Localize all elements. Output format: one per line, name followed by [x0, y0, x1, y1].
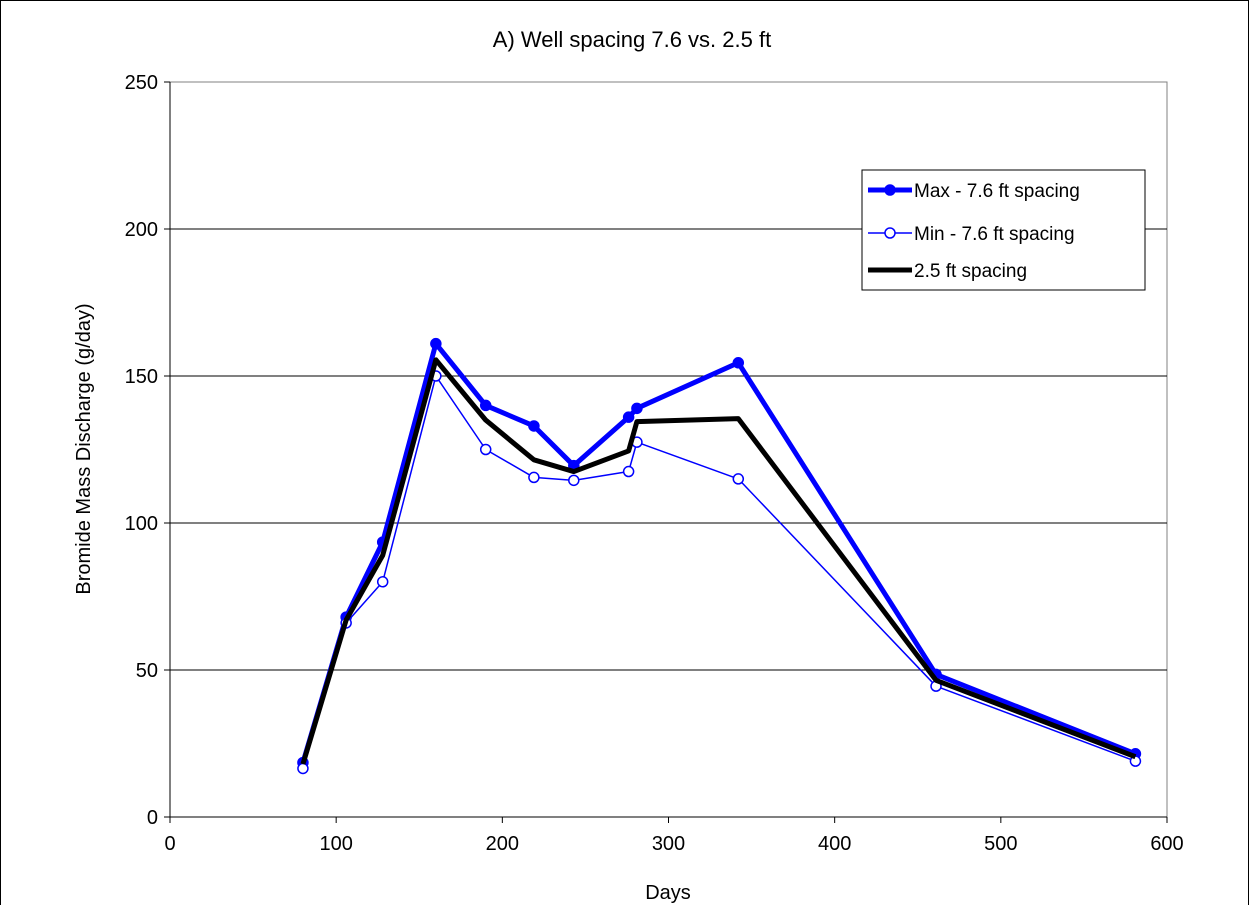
x-tick-label: 300 — [652, 833, 685, 855]
legend-label: 2.5 ft spacing — [914, 261, 1027, 282]
x-tick-label: 500 — [984, 833, 1017, 855]
legend: Max - 7.6 ft spacing Min - 7.6 ft spacing… — [861, 169, 1146, 291]
series-line — [302, 375, 1136, 769]
legend-swatch-marker — [884, 227, 896, 239]
x-tick-label: 100 — [319, 833, 352, 855]
series-lines — [297, 337, 1142, 775]
y-tick-label: 250 — [125, 72, 158, 94]
data-point — [479, 443, 492, 456]
series-line — [300, 341, 1137, 764]
y-axis-title: Bromide Mass Discharge (g/day) — [73, 303, 95, 594]
data-point — [568, 474, 580, 487]
data-point — [528, 420, 540, 432]
x-tick-label: 0 — [164, 833, 175, 855]
legend-label: Max - 7.6 ft spacing — [914, 181, 1080, 202]
y-tick-label: 150 — [125, 366, 158, 388]
legend-item: Min - 7.6 ft spacing — [868, 224, 1075, 245]
x-tick-label: 400 — [818, 833, 851, 855]
data-point — [528, 471, 540, 484]
y-tick-label: 100 — [125, 513, 158, 535]
y-tick-label: 50 — [136, 660, 158, 682]
y-tick-label: 0 — [147, 807, 158, 829]
legend-items: Max - 7.6 ft spacing Min - 7.6 ft spacing… — [868, 181, 1080, 282]
data-point — [622, 411, 635, 423]
data-point — [622, 465, 635, 478]
legend-swatch-marker — [884, 184, 896, 196]
legend-item: 2.5 ft spacing — [868, 261, 1027, 282]
series-2-5-ft-spacing — [300, 357, 1137, 765]
data-point — [376, 576, 389, 588]
x-axis-title: Days — [645, 882, 691, 904]
series-line — [300, 357, 1137, 765]
legend-label: Min - 7.6 ft spacing — [914, 224, 1075, 245]
y-tick-label: 200 — [125, 219, 158, 241]
legend-item: Max - 7.6 ft spacing — [868, 181, 1080, 202]
data-point — [430, 337, 442, 350]
x-tick-label: 600 — [1150, 833, 1183, 855]
data-point — [479, 399, 492, 412]
chart-title: A) Well spacing 7.6 vs. 2.5 ft — [493, 27, 771, 52]
data-point — [732, 473, 745, 485]
data-point — [297, 762, 309, 775]
data-point — [631, 402, 643, 415]
x-tick-label: 200 — [486, 833, 519, 855]
axes: 0 50 100 150 200 250 0 100 200 300 400 500 600 — [125, 72, 1184, 855]
data-point — [732, 357, 745, 369]
